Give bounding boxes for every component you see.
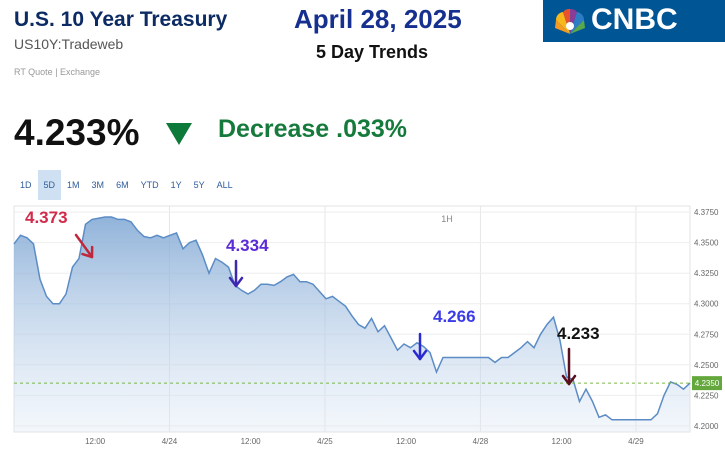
tab-1m[interactable]: 1M [67, 180, 80, 190]
tab-6m[interactable]: 6M [116, 180, 129, 190]
logo-text: CNBC [591, 3, 678, 36]
instrument-title: U.S. 10 Year Treasury [14, 8, 228, 31]
peak-annotation-label: 4.373 [25, 208, 68, 227]
cnbc-logo: CNBC [543, 0, 725, 42]
x-tick-label: 12:00 [552, 437, 573, 446]
rt-quote-label: RT Quote | Exchange [14, 67, 101, 77]
tab-ytd[interactable]: YTD [140, 180, 159, 190]
annotation-arrowhead-icon [412, 349, 428, 361]
series-area [14, 217, 690, 432]
x-tick-label: 4/25 [317, 437, 333, 446]
peak-annotation-label: 4.266 [433, 307, 476, 326]
treasury-yield-chart[interactable]: 12:00 4/24 12:00 4/25 12:00 4/28 12:00 4/29 4.37… [0, 200, 725, 451]
tab-3m[interactable]: 3M [91, 180, 105, 190]
x-tick-label: 12:00 [85, 437, 106, 446]
annotation-arrowhead-icon [81, 245, 94, 259]
range-tabs: 1D 5D 1M 3M 6M YTD 1Y 5Y ALL [14, 170, 239, 200]
current-value-label: 4.2350 [695, 379, 720, 388]
current-price: 4.233% [14, 112, 140, 153]
price-change: Decrease .033% [218, 115, 408, 143]
tab-1d[interactable]: 1D [20, 180, 32, 190]
y-tick-label: 4.3000 [694, 300, 719, 309]
y-tick-label: 4.3250 [694, 269, 719, 278]
tab-all[interactable]: ALL [216, 180, 233, 190]
current-value-badge [692, 376, 722, 391]
instrument-symbol: US10Y:Tradeweb [14, 36, 124, 52]
annotation-arrowhead-icon [228, 276, 244, 288]
interval-label: 1H [441, 214, 453, 224]
peak-annotation-label: 4.334 [226, 236, 269, 255]
annotation-arrow-icon [74, 233, 94, 259]
x-tick-label: 12:00 [396, 437, 417, 446]
x-tick-label: 12:00 [241, 437, 262, 446]
x-tick-label: 4/28 [473, 437, 489, 446]
trend-subtitle: 5 Day Trends [316, 42, 429, 62]
y-tick-label: 4.2500 [694, 361, 719, 370]
peak-annotation-label: 4.233 [557, 324, 600, 343]
y-tick-label: 4.2750 [694, 330, 719, 339]
down-arrow-icon [166, 123, 192, 145]
x-tick-label: 4/24 [162, 437, 178, 446]
peacock-icon [555, 8, 585, 34]
y-tick-label: 4.2250 [694, 391, 719, 400]
tab-1y[interactable]: 1Y [170, 180, 182, 190]
y-tick-label: 4.3750 [694, 208, 719, 217]
y-tick-label: 4.3500 [694, 239, 719, 248]
date-heading: April 28, 2025 [294, 4, 462, 34]
series-line [13, 216, 691, 421]
tab-5y[interactable]: 5Y [193, 180, 205, 190]
x-tick-label: 4/29 [628, 437, 644, 446]
y-tick-label: 4.2000 [694, 422, 719, 431]
tab-5d[interactable]: 5D [37, 170, 62, 200]
annotation-arrowhead-icon [561, 374, 577, 386]
